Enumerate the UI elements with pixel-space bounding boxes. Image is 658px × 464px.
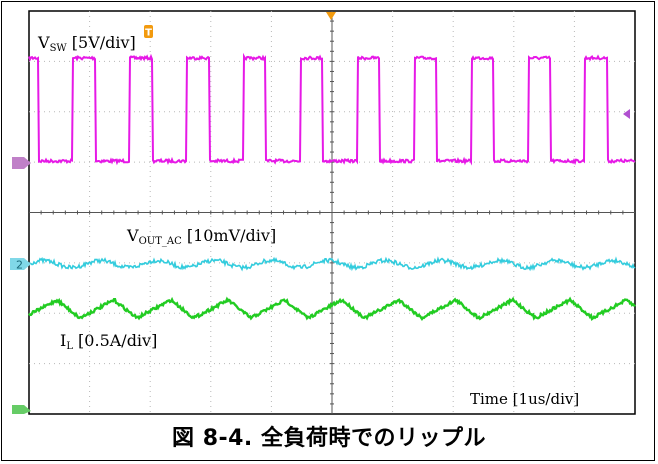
vout-label-main: V — [126, 226, 139, 245]
ch2-ground-marker: 2 — [10, 258, 31, 272]
il-label-scale: [0.5A/div] — [73, 331, 157, 350]
ch2-marker-label: 2 — [16, 259, 23, 272]
oscilloscope-screen: T 2 VSW [5V/div] VOUT_AC [10mV/div] IL [… — [10, 10, 636, 415]
trigger-t-icon: T — [144, 25, 153, 39]
trace-il — [28, 296, 636, 321]
traces — [28, 52, 636, 321]
svg-text:T: T — [145, 28, 152, 39]
trace-vsw — [28, 52, 636, 166]
vsw-label-scale: [5V/div] — [67, 33, 136, 52]
il-label: IL [0.5A/div] — [60, 331, 157, 352]
figure-caption: 図 8-4. 全負荷時でのリップル — [172, 426, 486, 451]
time-label: Time [1us/div] — [470, 390, 579, 408]
vout-label-sub: OUT_AC — [139, 236, 183, 247]
il-label-sub: L — [66, 341, 73, 352]
vsw-label-sub: SW — [50, 43, 68, 54]
ch1-ground-marker-icon — [12, 157, 31, 169]
vsw-label: VSW [5V/div] — [37, 33, 136, 54]
trace-vout-ac — [28, 256, 636, 272]
vout-label: VOUT_AC [10mV/div] — [126, 226, 276, 247]
ch3-ground-marker-icon — [12, 405, 31, 414]
il-label-main: I — [60, 331, 66, 350]
vout-label-scale: [10mV/div] — [182, 226, 276, 245]
trigger-marker-icon — [326, 12, 336, 20]
grid — [29, 11, 635, 414]
vsw-label-main: V — [37, 33, 50, 52]
channel-marker-icon — [623, 109, 630, 119]
